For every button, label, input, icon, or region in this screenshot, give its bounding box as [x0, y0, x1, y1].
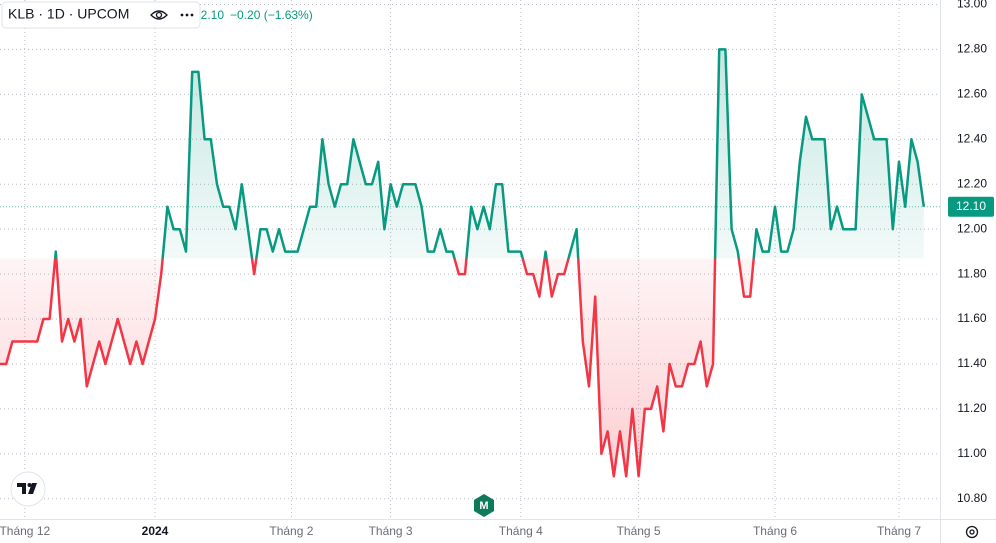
tv-logo[interactable]: [10, 471, 46, 507]
legend-symbol[interactable]: KLB · 1D · UPCOM: [8, 6, 129, 22]
x-tick-label: Tháng 3: [369, 524, 413, 538]
x-tick-label: Tháng 7: [877, 524, 921, 538]
grid: [0, 0, 940, 519]
y-tick-label: 12.20: [957, 176, 987, 190]
legend-price: 12.10: [194, 8, 224, 22]
y-tick-label: 11.40: [957, 356, 986, 370]
price-line: [0, 48, 926, 478]
x-tick-label: Tháng 5: [617, 524, 661, 538]
legend-change: −0.20 (−1.63%): [230, 8, 313, 22]
y-tick-label: 12.60: [957, 87, 987, 101]
more-icon[interactable]: [180, 13, 194, 17]
last-price-label: 12.10: [956, 199, 986, 213]
x-tick-label: 2024: [142, 524, 169, 538]
x-tick-label: Tháng 2: [269, 524, 313, 538]
plot: [0, 48, 926, 478]
x-tick-label: Tháng 6: [753, 524, 797, 538]
last-price: 12.10: [0, 196, 994, 217]
y-tick-label: 10.80: [957, 491, 987, 505]
y-tick-label: 11.80: [957, 266, 986, 280]
settings-icon[interactable]: [965, 525, 979, 539]
event-marker-icon: M: [479, 500, 488, 512]
y-tick-label: 12.40: [957, 131, 987, 145]
legend-box: [1, 1, 201, 29]
last-price-box: [948, 196, 994, 217]
eye-icon[interactable]: [150, 10, 168, 20]
y-tick-label: 11.00: [957, 446, 986, 460]
y-tick-label: 11.60: [957, 311, 986, 325]
y-tick-label: 12.80: [957, 42, 987, 56]
x-tick-label: Tháng 12: [0, 524, 50, 538]
y-tick-label: 12.00: [957, 221, 987, 235]
y-tick-label: 11.20: [957, 401, 986, 415]
event-marker[interactable]: M: [474, 494, 494, 517]
area: [0, 49, 924, 477]
y-tick-label: 13.00: [957, 0, 987, 11]
x-tick-label: Tháng 4: [499, 524, 543, 538]
